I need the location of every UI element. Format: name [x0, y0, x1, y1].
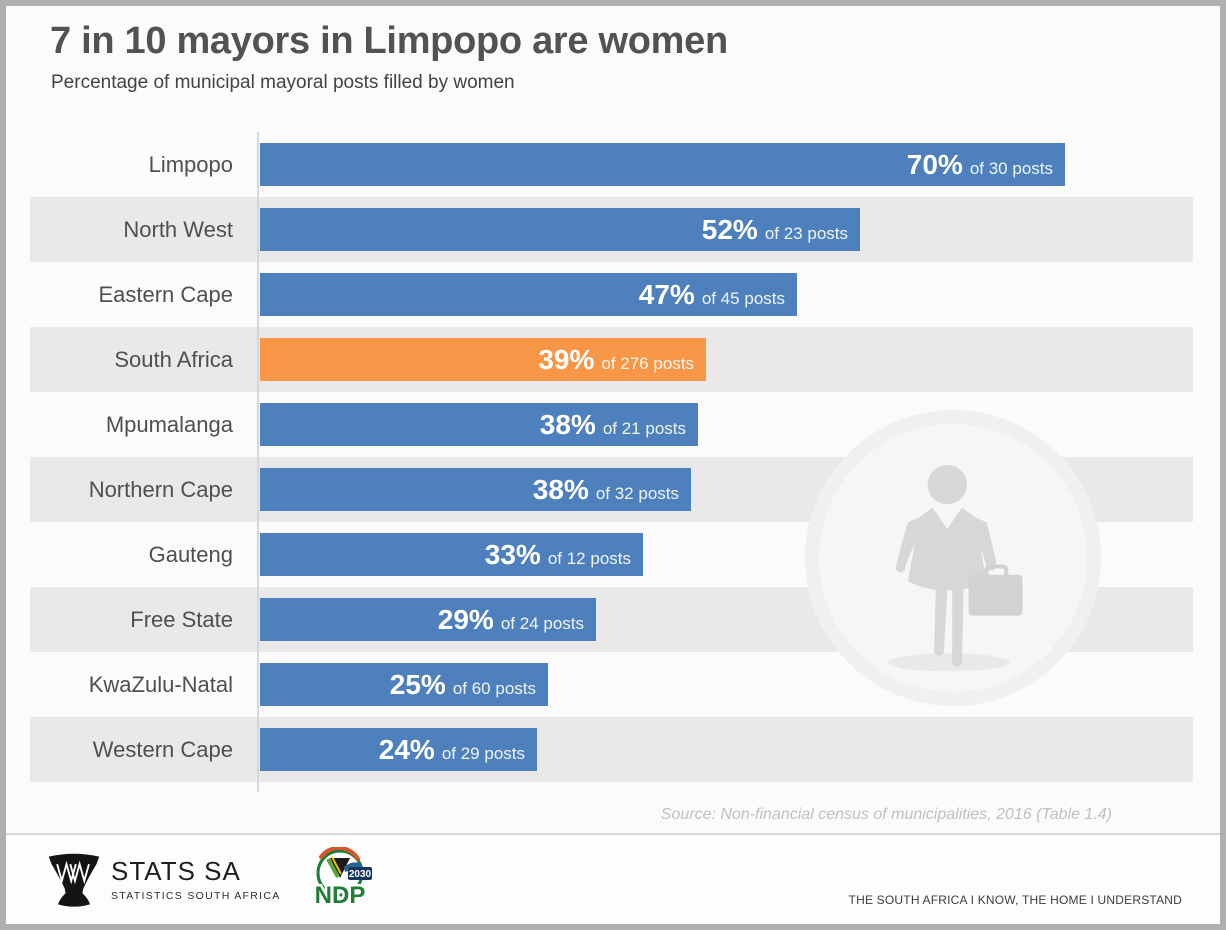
ndp-2030-logo: 2030 NDP: [312, 847, 372, 911]
chart-row: Mpumalanga 38% of 21 posts: [30, 392, 1193, 457]
bar-track: 47% of 45 posts: [260, 262, 1193, 327]
bar-track: 39% of 276 posts: [260, 327, 1193, 392]
bar: 47% of 45 posts: [260, 273, 797, 316]
stats-sa-logo: STATS SA STATISTICS SOUTH AFRICA: [45, 851, 281, 909]
bar: 33% of 12 posts: [260, 533, 643, 576]
bar-value-label: 70%: [906, 149, 963, 180]
category-label: Northern Cape: [88, 477, 233, 502]
category-label: Eastern Cape: [98, 282, 233, 307]
bar-posts-label: of 45 posts: [701, 289, 785, 308]
category-label: Limpopo: [148, 152, 233, 177]
bar-track: 70% of 30 posts: [260, 132, 1193, 197]
bar-track: 38% of 21 posts: [260, 392, 1193, 457]
bar-posts-label: of 30 posts: [969, 159, 1053, 178]
page-title: 7 in 10 mayors in Limpopo are women: [50, 20, 728, 62]
bar: 38% of 21 posts: [260, 403, 698, 446]
ndp-name-label: NDP: [315, 882, 366, 909]
bar-value-label: 24%: [378, 734, 435, 765]
bar-value-label: 29%: [437, 604, 494, 635]
category-label: Western Cape: [92, 737, 233, 762]
category-label: North West: [123, 217, 233, 242]
bar-posts-label: of 32 posts: [595, 484, 679, 503]
chart-axis-line: [257, 132, 259, 792]
footer: STATS SA STATISTICS SOUTH AFRICA 2030 ND…: [6, 835, 1220, 924]
chart-row: South Africa 39% of 276 posts: [30, 327, 1193, 392]
bar-posts-label: of 23 posts: [764, 224, 848, 243]
djembe-drum-icon: [48, 853, 100, 907]
category-label: South Africa: [114, 347, 233, 372]
source-note: Source: Non-financial census of municipa…: [660, 806, 1112, 823]
category-label: Mpumalanga: [105, 412, 233, 437]
bar-track: 25% of 60 posts: [260, 652, 1193, 717]
bar-track: 33% of 12 posts: [260, 522, 1193, 587]
bar-value-label: 52%: [701, 214, 758, 245]
chart-row: KwaZulu-Natal 25% of 60 posts: [30, 652, 1193, 717]
bar-posts-label: of 29 posts: [441, 744, 525, 763]
chart-row: Western Cape 24% of 29 posts: [30, 717, 1193, 782]
footer-divider: [6, 833, 1220, 835]
bar-track: 52% of 23 posts: [260, 197, 1193, 262]
bar-track: 38% of 32 posts: [260, 457, 1193, 522]
bar-value-label: 33%: [484, 539, 541, 570]
bar-posts-label: of 21 posts: [602, 419, 686, 438]
bar-posts-label: of 24 posts: [500, 614, 584, 633]
category-label: KwaZulu-Natal: [88, 672, 233, 697]
bar-track: 24% of 29 posts: [260, 717, 1193, 782]
stats-sa-name: STATS SA: [111, 856, 241, 887]
category-label: Gauteng: [148, 542, 233, 567]
chart-row: Limpopo 70% of 30 posts: [30, 132, 1193, 197]
chart-row: Gauteng 33% of 12 posts: [30, 522, 1193, 587]
page-subtitle: Percentage of municipal mayoral posts fi…: [51, 72, 515, 93]
bar: 29% of 24 posts: [260, 598, 596, 641]
bar: 52% of 23 posts: [260, 208, 860, 251]
chart-row: North West 52% of 23 posts: [30, 197, 1193, 262]
bar: 70% of 30 posts: [260, 143, 1065, 186]
chart-row: Eastern Cape 47% of 45 posts: [30, 262, 1193, 327]
bar: 38% of 32 posts: [260, 468, 691, 511]
stats-sa-subtitle: STATISTICS SOUTH AFRICA: [111, 889, 281, 902]
bar-value-label: 38%: [539, 409, 596, 440]
bar-posts-label: of 12 posts: [547, 549, 631, 568]
businesswoman-watermark: [805, 410, 1101, 706]
bar-chart: Limpopo 70% of 30 posts North West 52% o…: [30, 132, 1193, 782]
bar-track: 29% of 24 posts: [260, 587, 1193, 652]
bar: 39% of 276 posts: [260, 338, 706, 381]
bar-posts-label: of 276 posts: [601, 354, 694, 373]
bar-value-label: 39%: [538, 344, 595, 375]
footer-slogan: THE SOUTH AFRICA I KNOW, THE HOME I UNDE…: [848, 893, 1182, 907]
bar-value-label: 25%: [389, 669, 446, 700]
bar-posts-label: of 60 posts: [452, 679, 536, 698]
bar: 25% of 60 posts: [260, 663, 548, 706]
bar-value-label: 47%: [638, 279, 695, 310]
businesswoman-icon: [888, 464, 1023, 672]
ndp-year-label: 2030: [349, 869, 372, 880]
bar: 24% of 29 posts: [260, 728, 537, 771]
category-label: Free State: [130, 607, 233, 632]
bar-value-label: 38%: [532, 474, 589, 505]
